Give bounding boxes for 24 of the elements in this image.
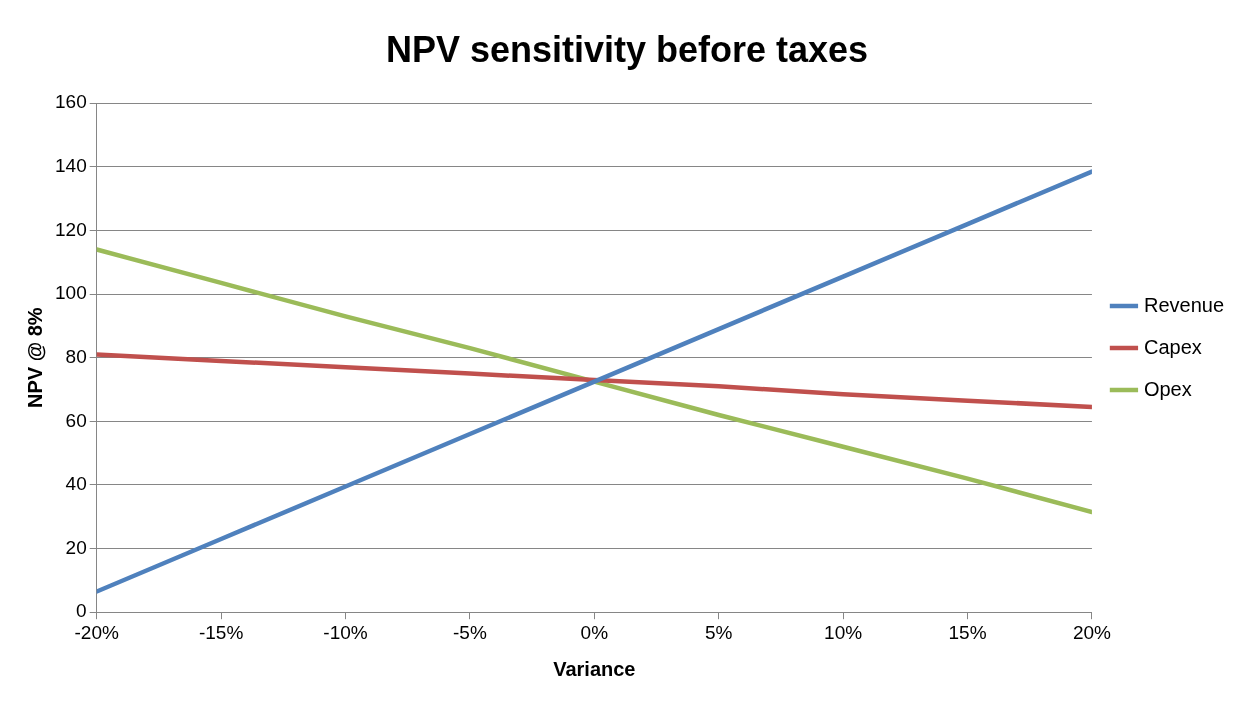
legend-label: Opex: [1143, 377, 1192, 400]
x-tick-label: -20%: [74, 621, 119, 643]
y-tick-label: 120: [55, 218, 87, 240]
x-axis-title: Variance: [553, 657, 636, 680]
chart-title: NPV sensitivity before taxes: [385, 28, 869, 70]
y-tick-label: 60: [65, 409, 87, 431]
y-tick-label: 160: [55, 91, 87, 113]
x-tick-label: 15%: [948, 621, 987, 643]
x-tick-label: -5%: [453, 621, 487, 643]
x-tick-label: 0%: [580, 621, 609, 643]
y-tick-label: 20: [65, 536, 87, 558]
x-tick-label: -15%: [198, 621, 244, 643]
legend-label: Capex: [1143, 335, 1202, 358]
y-tick-label: 40: [65, 473, 87, 495]
x-tick-label: -10%: [323, 621, 368, 643]
x-tick-label: 10%: [824, 621, 863, 643]
y-tick-label: 0: [76, 600, 87, 622]
y-tick-label: 100: [55, 282, 87, 304]
y-tick-label: 140: [55, 155, 87, 177]
x-tick-label: 5%: [704, 621, 733, 643]
y-axis-title: NPV @ 8%: [23, 307, 46, 409]
x-tick-label: 20%: [1072, 621, 1112, 643]
y-tick-label: 80: [65, 345, 87, 367]
legend-label: Revenue: [1143, 293, 1224, 316]
